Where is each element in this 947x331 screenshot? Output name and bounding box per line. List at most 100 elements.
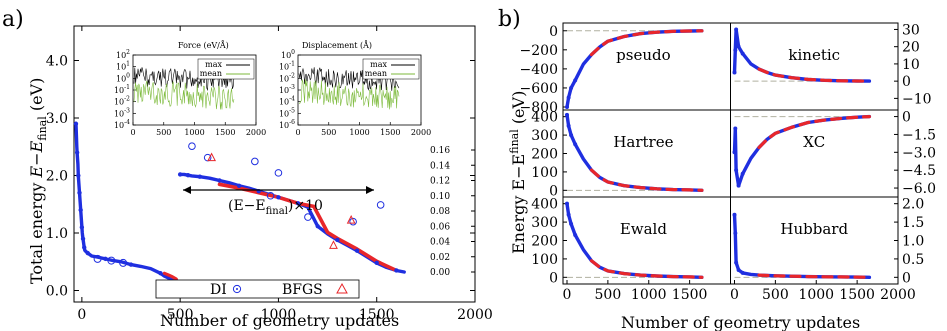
inset-y-label: 10-5 — [279, 107, 295, 118]
pb-y-label: 0 — [902, 74, 911, 90]
di-point — [82, 245, 87, 250]
pb-di-point — [732, 150, 737, 155]
pb-di-point — [732, 70, 737, 75]
pb-di-point — [734, 260, 739, 265]
inset-y-label: 10-4 — [114, 119, 130, 130]
pb-y-label: 100 — [531, 252, 558, 268]
pb-y-label: 10 — [902, 57, 920, 73]
subplot-label-pseudo: pseudo — [616, 46, 670, 64]
pb-bfgs-line — [589, 168, 704, 192]
y-tick-label: 0.0 — [46, 284, 68, 300]
pb-y-label: 1.5 — [902, 215, 924, 231]
x-tick-label: 0 — [77, 307, 86, 323]
pb-y-label: 400 — [531, 110, 558, 126]
subplot-label-kinetic: kinetic — [788, 46, 840, 64]
pb-y-label: 0 — [902, 270, 911, 286]
y-tick-label: 2.0 — [46, 169, 68, 185]
di-point — [85, 250, 90, 256]
di-outlier — [376, 201, 385, 209]
x-tick-label: 1500 — [359, 307, 395, 323]
pb-bfgs-line — [589, 29, 704, 57]
inset-y-label: 101 — [116, 61, 130, 72]
inset-mean-trace — [298, 79, 400, 110]
inset-x-label: 1000 — [349, 128, 369, 137]
panel-a-frame — [73, 25, 476, 303]
inset-x-label: 1000 — [184, 128, 204, 137]
scaled-arrow — [183, 186, 374, 194]
pb-di-point — [573, 142, 578, 147]
di-point — [74, 150, 80, 155]
pb-y-label: −800 — [520, 100, 558, 116]
di-scaled-point — [185, 172, 191, 178]
inset-y-label: 10-4 — [279, 96, 295, 107]
pb-y-label: 200 — [531, 147, 558, 163]
di-scaled-point — [197, 174, 203, 179]
pb-bfgs-line — [757, 67, 871, 83]
di-scaled-point — [295, 201, 301, 206]
pb-di-point — [740, 270, 745, 275]
di-point — [77, 190, 82, 195]
di-scaled-point — [177, 172, 183, 177]
scaled-y-label: 0.08 — [430, 207, 450, 217]
panel-b-ylabel: Energy E−Efinal (eV) — [508, 91, 528, 254]
di-point — [128, 262, 134, 267]
pb-bfgs-line — [589, 259, 704, 279]
inset-y-label: 10-1 — [114, 84, 130, 95]
panel-a-data — [73, 121, 406, 284]
pb-y-label: −3.0 — [902, 145, 936, 161]
pb-di-point — [733, 231, 738, 236]
pb-di-point — [740, 51, 745, 56]
pb-bfgs-line — [757, 273, 871, 279]
di-series-line — [74, 122, 180, 284]
pb-di-line — [565, 202, 704, 279]
pb-y-label: 400 — [531, 197, 558, 213]
inset-legend-max: max — [370, 60, 387, 69]
inset-y-label: 10-2 — [279, 72, 295, 83]
inset-x-label: 0 — [295, 128, 300, 137]
inset-y-label: 10-1 — [279, 61, 295, 72]
y-tick-label: 1.0 — [46, 226, 68, 242]
pb-x-label: 500 — [762, 287, 789, 303]
pb-y-label: 300 — [531, 215, 558, 231]
panel-a-ylabel: Total energy E−Efinal (eV) — [27, 78, 49, 284]
pb-x-label: 2000 — [880, 287, 916, 303]
di-point — [76, 173, 81, 178]
scaled-label: (E−Efinal)×10 — [228, 198, 323, 217]
pb-di-point — [740, 171, 745, 176]
di-scaled-point — [394, 268, 399, 273]
di-outlier — [274, 169, 283, 177]
subplot-label-xc: XC — [803, 133, 825, 151]
pb-x-label: 1000 — [631, 287, 667, 303]
bfgs-series-line — [162, 271, 178, 281]
pb-di-point — [566, 95, 571, 100]
pb-x-label: 1000 — [798, 287, 834, 303]
di-scaled-point — [276, 195, 281, 200]
bfgs-outlier — [329, 240, 338, 249]
pb-di-point — [736, 183, 741, 188]
inset-legend-mean: mean — [365, 69, 387, 78]
panel-a-x-axis: 0 500 1000 1500 2000 — [77, 26, 493, 323]
bfgs-outlier — [346, 215, 356, 224]
pb-y-label: 0 — [549, 183, 558, 199]
di-outlier — [119, 258, 128, 267]
pb-y-label: 200 — [531, 234, 558, 250]
pb-di-point — [733, 126, 738, 131]
pb-y-label: −400 — [520, 62, 558, 78]
pb-di-point — [732, 212, 737, 217]
pb-y-label: 20 — [902, 40, 920, 56]
inset-x-label: 500 — [156, 128, 171, 137]
panel-b-label: b) — [498, 7, 521, 32]
subplot-label-hubbard: Hubbard — [780, 220, 848, 238]
pb-y-label: −6.0 — [902, 181, 936, 197]
di-outlier — [188, 142, 196, 150]
pb-di-point — [734, 27, 739, 32]
bfgs-outlier — [207, 152, 217, 162]
inset-force-title: Force (eV/Å) — [178, 41, 229, 50]
pb-y-label: 30 — [902, 22, 920, 38]
di-scaled-point — [354, 248, 360, 253]
pb-bfgs-line — [757, 115, 871, 150]
inset-x-label: 2000 — [411, 128, 431, 137]
pb-x-label: 0 — [563, 287, 572, 303]
